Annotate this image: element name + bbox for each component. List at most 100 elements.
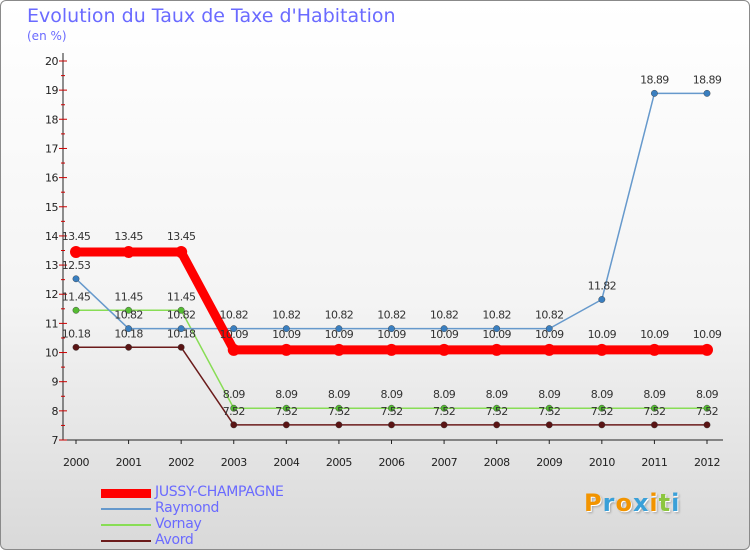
data-label: 10.82 — [535, 309, 564, 322]
data-point — [440, 325, 448, 333]
y-tick-label: 14 — [45, 230, 58, 243]
data-label: 10.82 — [325, 309, 354, 322]
chart-subtitle: (en %) — [27, 29, 67, 43]
data-point — [175, 245, 188, 258]
data-label: 7.52 — [328, 405, 350, 418]
data-point — [651, 421, 658, 429]
data-point — [388, 421, 395, 429]
x-tick-label: 2007 — [431, 456, 457, 469]
data-point — [335, 404, 343, 412]
data-label: 10.18 — [62, 327, 91, 340]
data-point — [385, 343, 398, 356]
data-point — [177, 325, 185, 333]
data-point — [648, 343, 661, 356]
legend-swatch — [101, 524, 151, 526]
data-point — [493, 421, 501, 429]
data-point — [230, 404, 238, 412]
y-tick-label: 8 — [52, 405, 59, 418]
data-label: 7.52 — [275, 405, 297, 418]
data-point — [651, 89, 658, 97]
x-tick-label: 2000 — [63, 456, 89, 469]
data-label: 7.52 — [380, 405, 402, 418]
data-point — [282, 404, 290, 412]
x-tick-label: 2004 — [273, 456, 299, 469]
legend-swatch — [101, 508, 151, 510]
x-tick-label: 2003 — [221, 456, 247, 469]
legend-label: Avord — [155, 532, 194, 548]
y-tick-label: 16 — [45, 172, 58, 185]
data-label: 10.09 — [482, 328, 511, 341]
data-point — [280, 343, 293, 356]
data-point — [335, 325, 343, 333]
data-point — [72, 306, 80, 314]
y-tick-label: 17 — [45, 142, 58, 155]
data-point — [493, 404, 501, 412]
legend-swatch — [101, 488, 151, 498]
data-label: 11.82 — [588, 279, 617, 292]
y-tick-label: 9 — [52, 376, 59, 389]
data-point — [388, 325, 395, 333]
data-label: 11.45 — [62, 290, 91, 303]
data-point — [230, 421, 238, 429]
data-point — [125, 343, 132, 351]
data-point — [125, 306, 132, 314]
x-tick-label: 2010 — [589, 456, 615, 469]
data-label: 10.09 — [220, 328, 249, 341]
data-point — [490, 343, 503, 356]
data-label: 8.09 — [643, 388, 666, 401]
data-label: 13.45 — [114, 230, 143, 243]
data-label: 10.09 — [588, 328, 617, 341]
data-label: 10.82 — [430, 309, 459, 322]
data-label: 10.82 — [377, 309, 406, 322]
data-label: 8.09 — [538, 388, 561, 401]
data-point — [282, 325, 290, 333]
data-point — [543, 343, 556, 356]
data-label: 10.09 — [693, 328, 722, 341]
data-label: 11.45 — [167, 290, 196, 303]
data-point — [701, 343, 713, 356]
data-point — [598, 296, 606, 303]
data-label: 10.09 — [640, 328, 669, 341]
y-tick-label: 15 — [45, 201, 58, 214]
data-label: 10.82 — [272, 309, 301, 322]
legend-label: Raymond — [155, 500, 220, 516]
legend-swatch — [101, 540, 151, 542]
x-tick-label: 2009 — [536, 456, 562, 469]
y-tick-label: 12 — [45, 288, 58, 301]
data-label: 8.09 — [275, 388, 298, 401]
y-tick-label: 11 — [45, 317, 58, 330]
data-point — [545, 421, 553, 429]
data-label: 10.82 — [220, 309, 249, 322]
data-point — [651, 404, 658, 412]
x-tick-label: 2002 — [168, 456, 194, 469]
x-tick-label: 2008 — [484, 456, 510, 469]
data-point — [545, 325, 553, 333]
data-point — [177, 343, 185, 351]
data-label: 10.09 — [535, 328, 564, 341]
data-label: 10.18 — [167, 327, 196, 340]
data-point — [595, 343, 608, 356]
data-label: 7.52 — [696, 405, 718, 418]
data-label: 8.09 — [328, 388, 351, 401]
data-label: 13.45 — [62, 230, 91, 243]
data-label: 10.09 — [377, 328, 406, 341]
data-point — [125, 325, 132, 333]
data-point — [332, 343, 345, 356]
data-label: 13.45 — [167, 230, 196, 243]
data-label: 10.82 — [167, 309, 196, 322]
x-tick-label: 2012 — [694, 456, 720, 469]
data-point — [493, 325, 501, 333]
data-label: 10.18 — [114, 327, 143, 340]
data-point — [227, 343, 240, 356]
data-point — [70, 245, 82, 258]
data-point — [177, 306, 185, 314]
data-point — [440, 404, 448, 412]
data-label: 7.52 — [643, 405, 665, 418]
data-label: 10.82 — [482, 309, 511, 322]
data-point — [230, 325, 238, 333]
data-point — [703, 421, 711, 429]
proxiti-logo: Proxiti — [584, 489, 681, 517]
data-label: 18.89 — [693, 73, 722, 86]
